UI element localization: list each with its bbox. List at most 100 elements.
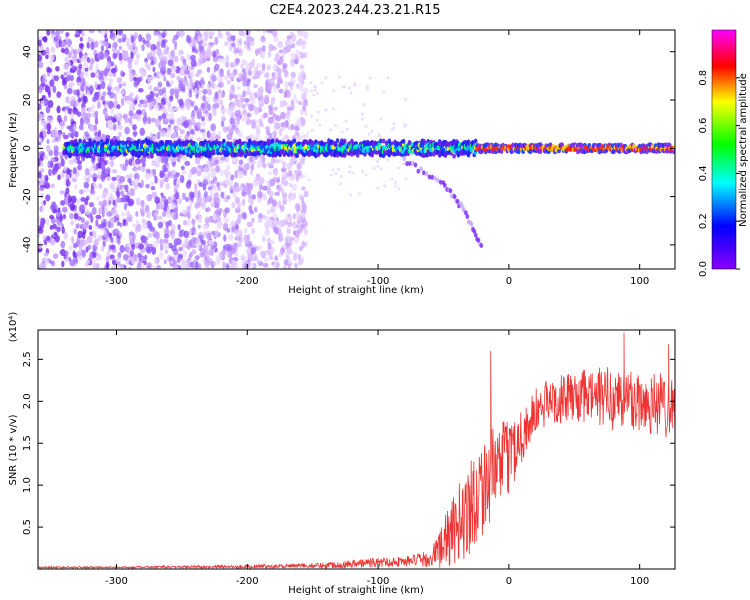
noise-cell xyxy=(316,110,320,114)
band-cell xyxy=(194,152,199,158)
noise-cell xyxy=(189,242,194,249)
tail-cell xyxy=(416,168,421,174)
tail-cell xyxy=(424,171,429,177)
noise-cell xyxy=(168,219,172,227)
noise-cell xyxy=(181,62,188,71)
noise-cell xyxy=(250,93,256,101)
noise-cell xyxy=(101,209,105,218)
noise-cell xyxy=(278,68,282,76)
noise-cell xyxy=(210,180,215,185)
noise-cell xyxy=(337,168,341,172)
noise-cell xyxy=(50,46,56,53)
band-cell xyxy=(114,147,118,153)
noise-cell xyxy=(332,89,336,93)
noise-cell xyxy=(288,214,293,222)
noise-cell xyxy=(67,132,72,138)
noise-cell xyxy=(68,51,72,59)
noise-cell xyxy=(151,191,158,199)
noise-cell xyxy=(246,221,253,228)
noise-cell xyxy=(320,81,324,85)
noise-cell xyxy=(106,167,111,175)
noise-cell xyxy=(173,43,177,51)
noise-cell xyxy=(331,107,335,111)
noise-cell xyxy=(264,228,270,237)
noise-cell xyxy=(46,123,51,132)
noise-cell xyxy=(298,100,303,106)
noise-cell xyxy=(172,169,176,176)
noise-cell xyxy=(59,214,64,222)
noise-cell xyxy=(226,79,231,85)
noise-cell xyxy=(80,217,85,224)
noise-cell xyxy=(61,260,65,268)
noise-cell xyxy=(44,258,49,266)
noise-cell xyxy=(244,44,248,50)
noise-cell xyxy=(149,100,155,108)
noise-cell xyxy=(73,212,79,220)
noise-cell xyxy=(126,210,131,218)
noise-cell xyxy=(59,30,65,34)
noise-cell xyxy=(46,145,51,153)
noise-cell xyxy=(282,112,287,120)
noise-cell xyxy=(257,245,263,251)
noise-cell xyxy=(123,253,129,261)
noise-cell xyxy=(57,132,62,141)
noise-cell xyxy=(142,99,149,105)
noise-cell xyxy=(102,91,107,96)
noise-cell xyxy=(109,244,116,250)
band-cell xyxy=(135,144,140,150)
noise-cell xyxy=(172,213,178,221)
y-tick-label: 2.5 xyxy=(22,351,33,367)
noise-cell xyxy=(285,254,290,261)
noise-cell xyxy=(348,86,352,90)
noise-cell xyxy=(158,72,162,78)
noise-cell xyxy=(289,83,294,91)
noise-cell xyxy=(186,53,190,62)
noise-cell xyxy=(44,85,51,93)
noise-cell xyxy=(200,239,206,246)
noise-cell xyxy=(303,220,308,228)
noise-cell xyxy=(288,175,295,182)
noise-cell xyxy=(304,241,308,247)
band-cell xyxy=(381,138,386,144)
noise-cell xyxy=(76,250,82,257)
noise-cell xyxy=(206,130,211,139)
noise-cell xyxy=(87,36,92,43)
y-tick-label: 1.0 xyxy=(22,477,33,493)
noise-cell xyxy=(53,35,59,42)
noise-cell xyxy=(115,112,121,122)
noise-cell xyxy=(198,182,204,187)
noise-cell xyxy=(161,98,166,105)
chart-title: C2E4.2023.244.23.21.R15 xyxy=(269,3,440,18)
noise-cell xyxy=(161,113,167,120)
noise-cell xyxy=(74,183,78,190)
noise-cell xyxy=(275,115,282,122)
noise-cell xyxy=(156,40,161,47)
noise-cell xyxy=(159,178,165,186)
y-tick-label: 20 xyxy=(22,94,33,107)
noise-cell xyxy=(47,72,51,77)
noise-cell xyxy=(117,38,123,43)
noise-cell xyxy=(127,200,134,206)
noise-cell xyxy=(295,49,301,55)
noise-cell xyxy=(95,40,99,48)
noise-cell xyxy=(199,252,206,258)
noise-cell xyxy=(256,63,262,68)
noise-cell xyxy=(273,64,278,70)
noise-cell xyxy=(287,221,293,227)
noise-cell xyxy=(253,83,258,89)
noise-cell xyxy=(121,185,125,193)
colorbar: 0.00.20.40.60.8 Normalized spectral ampl… xyxy=(698,29,749,277)
noise-cell xyxy=(145,168,151,174)
noise-cell xyxy=(169,72,176,79)
noise-cell xyxy=(293,252,298,259)
noise-cell xyxy=(46,130,51,135)
noise-cell xyxy=(60,240,66,249)
band-cell xyxy=(610,143,615,149)
noise-cell xyxy=(225,250,229,257)
noise-cell xyxy=(118,131,122,138)
noise-cell xyxy=(276,178,280,183)
noise-cell xyxy=(85,177,90,183)
noise-cell xyxy=(146,262,152,269)
noise-cell xyxy=(52,166,58,175)
noise-cell xyxy=(165,221,169,229)
